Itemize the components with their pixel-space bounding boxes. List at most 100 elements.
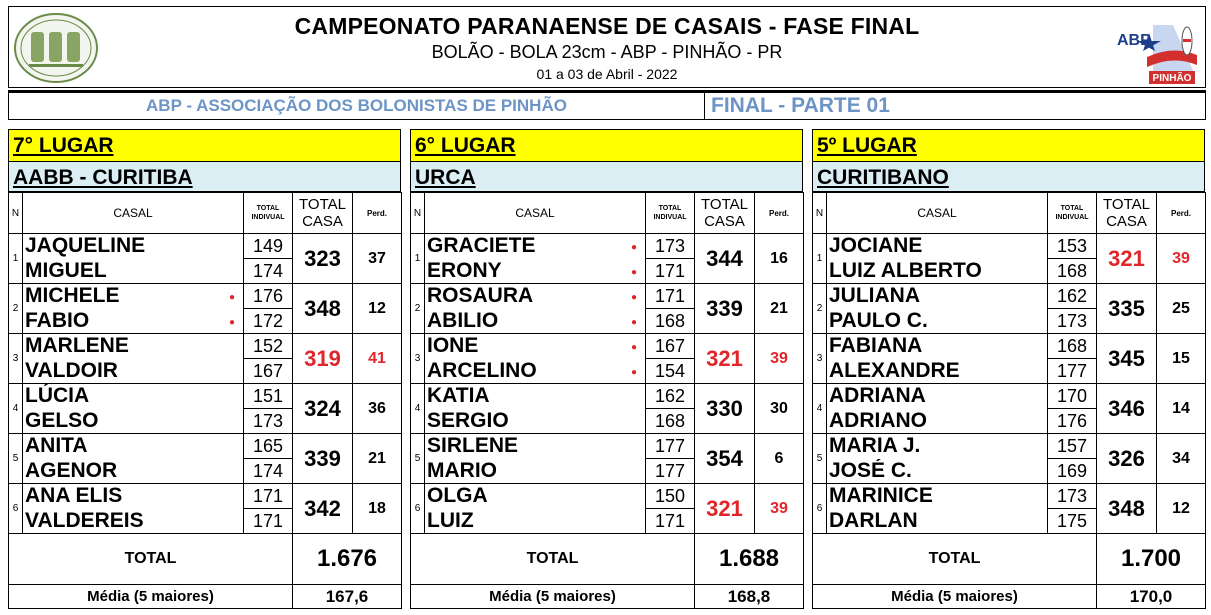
table-row: 6 MARINICE 173 348 12	[812, 483, 1206, 534]
header-line: INDIVUAL	[653, 214, 687, 221]
individual-score: 157	[1047, 433, 1097, 459]
couple-total: 326	[1096, 433, 1157, 484]
team-name: CURITIBANO	[812, 161, 1205, 192]
player-name: MIGUEL	[22, 258, 244, 284]
pins-lost: 12	[352, 283, 402, 334]
player-name: MARIA J.	[826, 433, 1048, 459]
couple-total: 348	[292, 283, 353, 334]
column-header-n: N	[8, 192, 23, 234]
individual-score: 173	[1047, 483, 1097, 509]
header-line: TOTAL	[1060, 205, 1084, 212]
individual-score: 177	[645, 433, 695, 459]
table-header-row: N CASAL TOTAL INDIVUAL TOTAL CASA Perd.	[410, 192, 804, 234]
individual-score: 149	[243, 233, 293, 259]
results-table: N CASAL TOTAL INDIVUAL TOTAL CASA Perd. 1 …	[812, 192, 1206, 609]
media-row: Média (5 maiores) 168,8	[410, 584, 804, 609]
couple-total: 335	[1096, 283, 1157, 334]
table-header-row: N CASAL TOTAL INDIVUAL TOTAL CASA Perd.	[812, 192, 1206, 234]
player-name: IONE ●	[424, 333, 646, 359]
header-line: TOTAL	[701, 196, 748, 213]
column-header-total-individual: TOTAL INDIVUAL	[243, 192, 293, 234]
individual-score: 168	[645, 308, 695, 334]
column-header-total-individual: TOTAL INDIVUAL	[645, 192, 695, 234]
pins-lost: 6	[754, 433, 804, 484]
individual-score: 168	[1047, 258, 1097, 284]
table-row: MARIO 177	[411, 458, 804, 484]
player-name: LUIZ ALBERTO	[826, 258, 1048, 284]
couple-total: 354	[694, 433, 755, 484]
subheader-bar: ABP - ASSOCIAÇÃO DOS BOLONISTAS DE PINHÃ…	[8, 90, 1206, 120]
individual-score: 167	[645, 333, 695, 359]
individual-score: 171	[243, 508, 293, 534]
column-header-n: N	[812, 192, 827, 234]
player-name: LUIZ	[424, 508, 646, 534]
association-name: ABP - ASSOCIAÇÃO DOS BOLONISTAS DE PINHÃ…	[146, 96, 567, 115]
table-row: 5 ANITA 165 339 21	[8, 433, 402, 484]
player-name-text: GRACIETE	[427, 234, 536, 258]
player-name-text: JOSÉ C.	[829, 458, 912, 482]
table-row: LUIZ 171	[411, 508, 804, 534]
player-name: GELSO	[22, 408, 244, 434]
individual-score: 174	[243, 258, 293, 284]
couple-total: 346	[1096, 383, 1157, 434]
couple-total: 339	[694, 283, 755, 334]
media-row: Média (5 maiores) 170,0	[812, 584, 1206, 609]
couple-total: 345	[1096, 333, 1157, 384]
total-row: TOTAL 1.700	[812, 533, 1206, 585]
header-line: INDIVUAL	[251, 214, 285, 221]
event-date: 01 a 03 de Abril - 2022	[536, 66, 678, 82]
player-name: JULIANA	[826, 283, 1048, 309]
couple-total: 339	[292, 433, 353, 484]
couple-total: 330	[694, 383, 755, 434]
header-line: TOTAL	[299, 196, 346, 213]
marker-dot-icon: ●	[228, 316, 235, 328]
player-name-text: KATIA	[427, 384, 490, 408]
player-name-text: DARLAN	[829, 508, 918, 532]
row-number: 4	[410, 383, 425, 434]
column-header-total-casa: TOTAL CASA	[694, 192, 755, 234]
total-row: TOTAL 1.676	[8, 533, 402, 585]
table-row: 1 JAQUELINE 149 323 37	[8, 233, 402, 284]
player-name: SIRLENE	[424, 433, 646, 459]
pins-lost: 36	[352, 383, 402, 434]
player-name: ARCELINO ●	[424, 358, 646, 384]
player-name: JOCIANE	[826, 233, 1048, 259]
player-name-text: MARIO	[427, 458, 497, 482]
row-number: 3	[812, 333, 827, 384]
row-number: 5	[8, 433, 23, 484]
column-header-perd: Perd.	[754, 192, 804, 234]
individual-score: 177	[645, 458, 695, 484]
player-name: SERGIO	[424, 408, 646, 434]
individual-score: 174	[243, 458, 293, 484]
individual-score: 153	[1047, 233, 1097, 259]
player-name-text: PAULO C.	[829, 308, 928, 332]
team-total: 1.700	[1096, 533, 1206, 585]
player-name-text: VALDEREIS	[25, 508, 144, 532]
table-row: VALDEREIS 171	[9, 508, 402, 534]
marker-dot-icon: ●	[630, 242, 637, 253]
pinhao-logo-text: PINHÃO	[1153, 71, 1192, 84]
media-row: Média (5 maiores) 167,6	[8, 584, 402, 609]
pins-lost: 12	[1156, 483, 1206, 534]
pins-lost: 15	[1156, 333, 1206, 384]
table-row: 2 MICHELE ● 176 348 12	[8, 283, 402, 334]
pins-lost: 14	[1156, 383, 1206, 434]
column-header-total-casa: TOTAL CASA	[1096, 192, 1157, 234]
player-name: PAULO C.	[826, 308, 1048, 334]
player-name-text: VALDOIR	[25, 358, 118, 382]
table-row: 2 ROSAURA ● 171 339 21	[410, 283, 804, 334]
player-name-text: ANA ELIS	[25, 484, 123, 508]
table-row: ALEXANDRE 177	[813, 358, 1206, 384]
document-header: CAMPEONATO PARANAENSE DE CASAIS - FASE F…	[8, 6, 1206, 88]
document-subtitle: BOLÃO - BOLA 23cm - ABP - PINHÃO - PR	[431, 42, 783, 62]
pins-lost: 21	[754, 283, 804, 334]
couple-total: 348	[1096, 483, 1157, 534]
row-number: 5	[812, 433, 827, 484]
player-name-text: LÚCIA	[25, 384, 90, 408]
column-header-perd: Perd.	[352, 192, 402, 234]
individual-score: 150	[645, 483, 695, 509]
player-name: KATIA	[424, 383, 646, 409]
stage-title: FINAL - PARTE 01	[711, 94, 890, 117]
team-average: 170,0	[1096, 584, 1206, 609]
player-name-text: ABILIO	[427, 308, 499, 332]
